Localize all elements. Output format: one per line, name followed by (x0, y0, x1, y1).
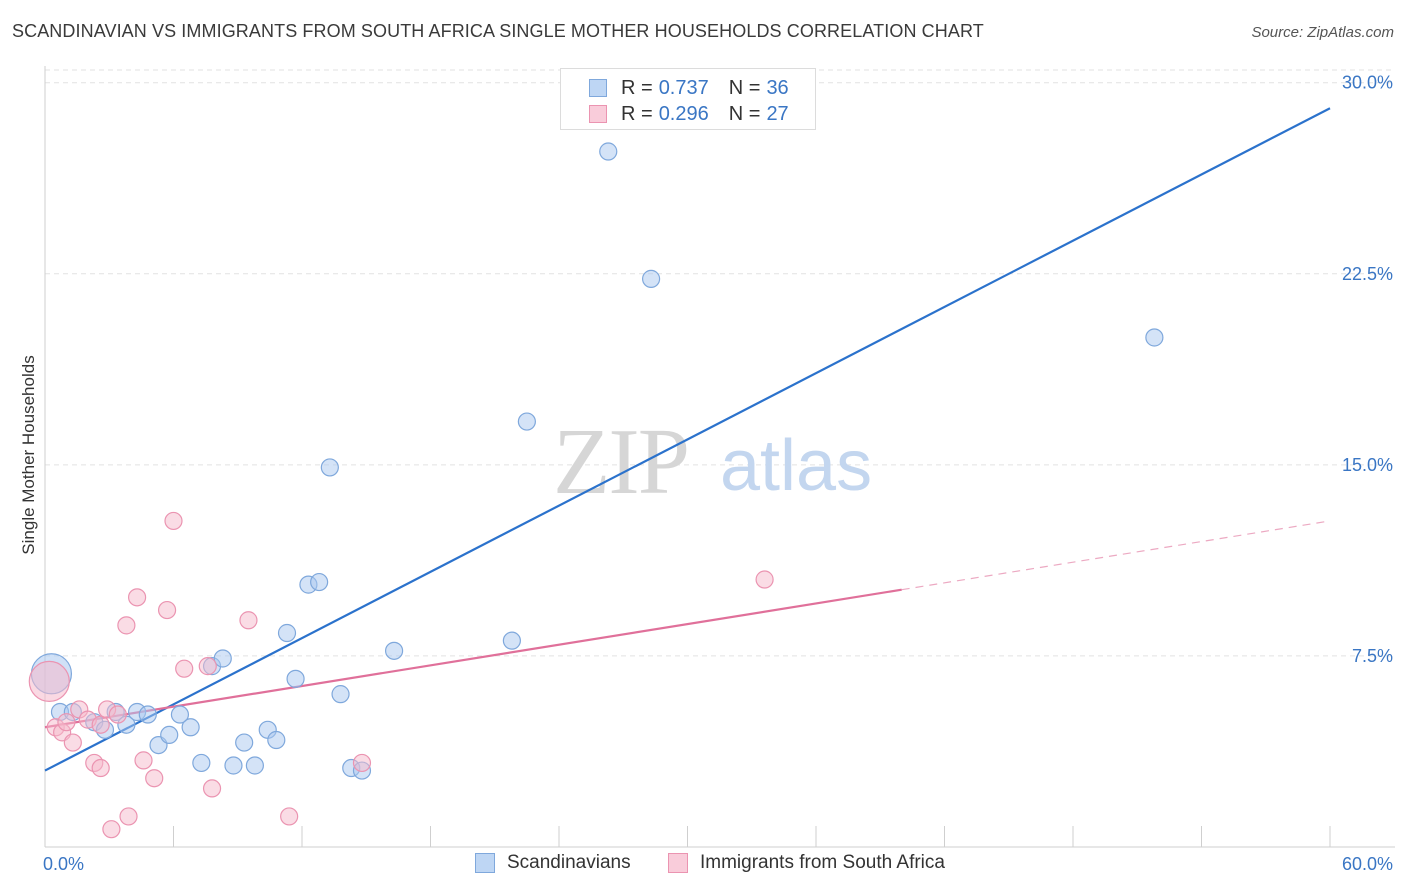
legend-swatch-pink (589, 105, 607, 123)
chart-title: SCANDINAVIAN VS IMMIGRANTS FROM SOUTH AF… (12, 21, 984, 41)
series-legend-south-africa: Immigrants from South Africa (668, 852, 945, 874)
data-point (267, 730, 286, 750)
data-point (277, 623, 297, 643)
data-point (192, 753, 211, 773)
data-point (331, 685, 350, 704)
data-point (280, 807, 299, 826)
trend-line (44, 107, 1331, 772)
data-points (28, 142, 1164, 839)
data-point (160, 725, 179, 745)
data-point (102, 820, 121, 839)
series-swatch-pink (668, 853, 688, 873)
data-point (1145, 328, 1164, 347)
data-point (502, 631, 521, 650)
trend-lines (44, 107, 1331, 772)
x-tick-label: 0.0% (43, 854, 84, 874)
legend-r-label: R = (621, 76, 653, 99)
y-axis-title: Single Mother Households (19, 355, 38, 555)
data-point (63, 733, 82, 752)
data-point (235, 733, 254, 752)
data-point (170, 705, 190, 724)
watermark-atlas: atlas (720, 426, 872, 506)
data-point (145, 769, 164, 788)
data-point (245, 756, 264, 775)
y-tick-label: 7.5% (1352, 646, 1393, 666)
data-point (157, 600, 177, 620)
data-point (310, 572, 329, 592)
data-point (599, 142, 618, 161)
legend-r-value: 0.737 (658, 76, 709, 99)
data-point (517, 412, 536, 431)
series-legend-scandinavians: Scandinavians (475, 852, 631, 874)
series-label: Immigrants from South Africa (700, 852, 945, 873)
tick-labels: 7.5% 15.0% 22.5% 30.0% 0.0% 60.0% (43, 73, 1393, 874)
x-tick-label: 60.0% (1342, 854, 1393, 874)
data-point (181, 718, 200, 737)
data-point (224, 756, 243, 775)
data-point (117, 616, 136, 635)
legend-n-value: 36 (766, 76, 789, 99)
data-point (352, 753, 372, 773)
data-point (164, 511, 183, 531)
data-point (641, 269, 661, 288)
data-point (198, 657, 217, 676)
axis-layer (44, 66, 1395, 848)
data-point (91, 715, 110, 734)
legend-row-scandinavians: R = 0.737 N = 36 (589, 77, 789, 99)
data-point (91, 758, 110, 778)
legend-n-label: N = (728, 76, 761, 99)
legend-r-label: R = (621, 102, 653, 125)
watermark: ZIP atlas (553, 410, 872, 514)
data-point (213, 649, 232, 668)
data-point (239, 611, 258, 630)
legend-n-label: N = (728, 102, 761, 125)
data-point (119, 807, 138, 826)
data-point (320, 458, 339, 477)
data-point (57, 713, 76, 732)
data-point (755, 570, 774, 589)
legend-swatch-blue (589, 79, 607, 97)
trend-line-extension (901, 520, 1331, 591)
y-tick-label: 30.0% (1342, 73, 1393, 93)
series-label: Scandinavians (507, 852, 631, 873)
data-point (384, 641, 404, 660)
series-swatch-blue (475, 853, 495, 873)
data-point (202, 779, 222, 798)
legend-row-south-africa: R = 0.296 N = 27 (589, 103, 789, 125)
data-point (127, 588, 147, 607)
y-tick-label: 15.0% (1342, 455, 1393, 475)
data-point (175, 659, 194, 678)
data-point (286, 669, 305, 688)
source-label: Source: ZipAtlas.com (1251, 24, 1394, 41)
trend-line (44, 588, 902, 729)
data-point (138, 705, 157, 724)
grid-layer (45, 69, 1395, 657)
legend-n-value: 27 (766, 102, 789, 125)
data-point (28, 660, 70, 703)
data-point (134, 751, 153, 770)
y-tick-label: 22.5% (1342, 264, 1393, 284)
correlation-legend: R = 0.737 N = 36 R = 0.296 N = 27 (560, 68, 816, 130)
legend-r-value: 0.296 (658, 102, 709, 125)
data-point (108, 705, 127, 724)
